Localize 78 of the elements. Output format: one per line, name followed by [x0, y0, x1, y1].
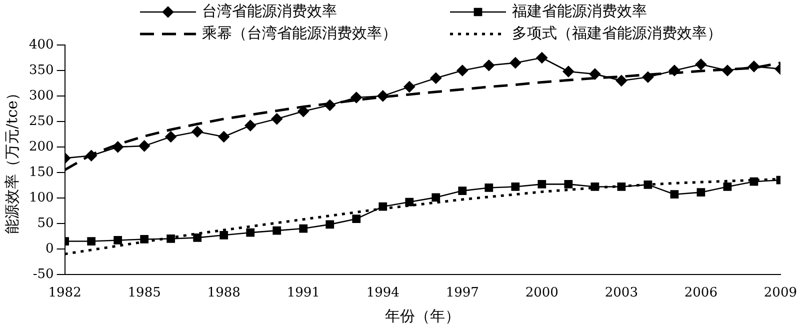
- point: [430, 72, 442, 84]
- point: [244, 120, 256, 132]
- point: [350, 92, 362, 104]
- point: [696, 188, 706, 197]
- point: [114, 236, 122, 244]
- legend-label: 多项式（福建省能源消费效率）: [512, 24, 722, 42]
- x-tick-label: 1997: [446, 286, 479, 301]
- point: [695, 58, 707, 70]
- point: [538, 180, 546, 188]
- point: [722, 64, 734, 76]
- y-axis-title: 能源效率（万元/tce）: [2, 86, 21, 234]
- y-tick-label: 100: [28, 190, 54, 206]
- point: [140, 235, 149, 244]
- x-tick-label: 2006: [684, 286, 718, 301]
- point: [378, 202, 388, 211]
- point: [670, 190, 679, 199]
- point: [377, 90, 389, 102]
- point: [590, 182, 600, 191]
- point: [166, 234, 176, 243]
- point: [165, 131, 176, 142]
- x-tick-label: 2009: [764, 286, 798, 301]
- point: [404, 81, 416, 92]
- point: [668, 64, 680, 76]
- y-tick-label: -50: [32, 266, 54, 282]
- y-tick-label: 150: [28, 164, 54, 180]
- point: [562, 66, 574, 78]
- point: [405, 198, 414, 206]
- point: [272, 226, 282, 235]
- point: [511, 182, 520, 191]
- point: [112, 141, 124, 153]
- point: [644, 180, 652, 189]
- point: [86, 150, 97, 162]
- x-tick-label: 1985: [128, 286, 161, 301]
- point: [193, 234, 202, 242]
- point: [352, 214, 361, 224]
- point: [271, 113, 283, 125]
- point: [220, 230, 228, 240]
- x-tick-label: 1991: [286, 286, 320, 301]
- legend-label: 福建省能源消费效率: [512, 2, 647, 20]
- y-tick-label: 350: [28, 62, 54, 78]
- point: [748, 60, 760, 72]
- point: [218, 131, 230, 142]
- point: [483, 60, 495, 72]
- point: [138, 140, 150, 152]
- point: [484, 184, 494, 192]
- y-tick-label: 0: [46, 241, 54, 256]
- x-axis-title: 年份（年）: [385, 306, 460, 325]
- point: [616, 75, 628, 86]
- point: [246, 228, 255, 237]
- x-tick-label: 1988: [207, 286, 240, 301]
- x-tick-label: 2003: [604, 286, 638, 301]
- point: [192, 126, 203, 138]
- legend-label: 乘幂（台湾省能源消费效率）: [202, 24, 397, 42]
- point: [326, 220, 334, 229]
- y-tick-label: 50: [37, 216, 54, 231]
- point: [298, 106, 310, 117]
- point: [642, 71, 654, 83]
- x-tick-label: 1994: [366, 286, 400, 301]
- y-tick-label: 400: [28, 37, 54, 52]
- point: [536, 52, 548, 64]
- point: [564, 180, 573, 188]
- point: [723, 182, 732, 191]
- point: [456, 64, 468, 76]
- x-tick-label: 1982: [48, 286, 82, 301]
- x-tick-label: 2000: [525, 286, 558, 301]
- point: [87, 237, 96, 246]
- point: [299, 224, 308, 233]
- y-tick-label: 200: [28, 139, 54, 154]
- legend-label: 台湾省能源消费效率: [202, 2, 337, 20]
- point: [510, 57, 522, 68]
- point: [617, 182, 626, 191]
- y-tick-label: 250: [28, 114, 54, 129]
- point: [458, 186, 467, 195]
- y-tick-label: 300: [28, 88, 54, 104]
- point: [589, 68, 601, 80]
- point: [432, 193, 440, 202]
- point: [750, 177, 758, 186]
- point: [324, 100, 336, 111]
